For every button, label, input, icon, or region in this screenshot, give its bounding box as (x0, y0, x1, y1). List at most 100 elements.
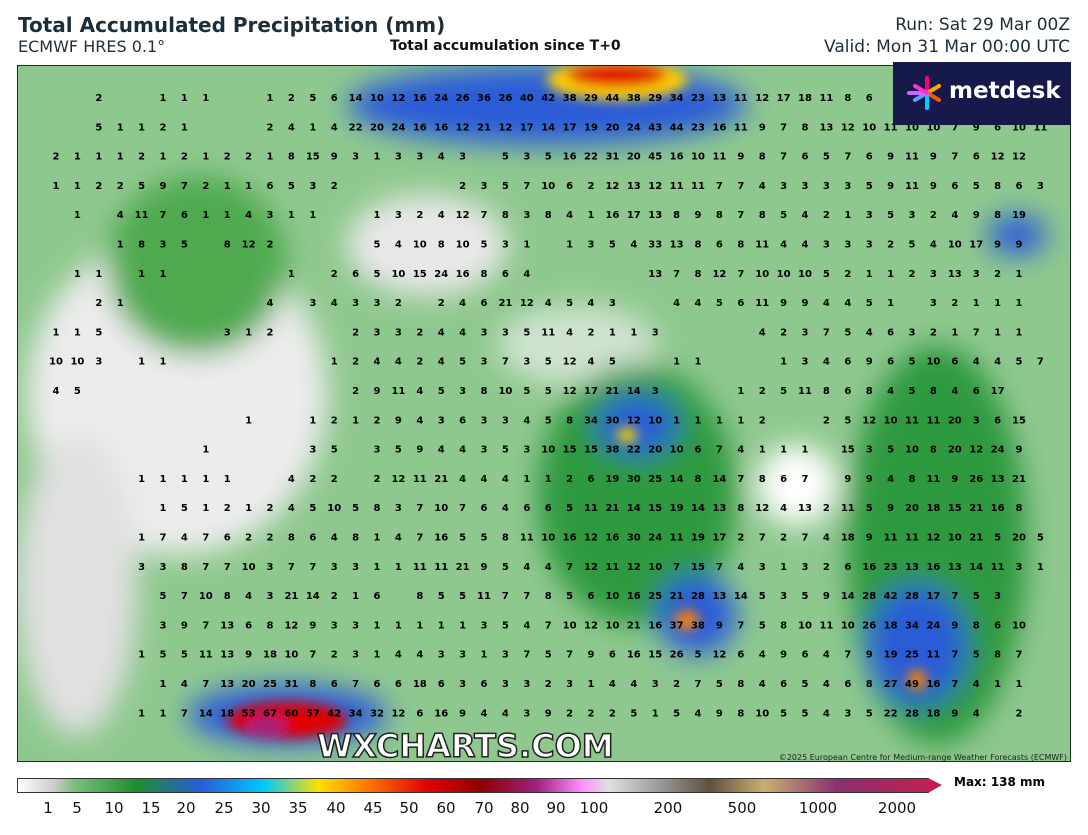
value-label: 5 (887, 210, 894, 221)
value-label: 7 (673, 269, 680, 280)
value-label: 10 (1012, 620, 1026, 631)
value-label: 8 (545, 210, 552, 221)
value-label: 67 (263, 708, 277, 719)
value-label: 7 (802, 474, 809, 485)
value-label: 4 (288, 122, 295, 133)
value-label: 2 (994, 269, 1001, 280)
value-label: 2 (267, 533, 274, 544)
value-label: 12 (584, 533, 598, 544)
value-label: 18 (263, 650, 277, 661)
value-label: 2 (267, 503, 274, 514)
value-label: 4 (673, 298, 680, 309)
value-label: 11 (905, 415, 919, 426)
value-label: 2 (823, 503, 830, 514)
value-label: 4 (588, 357, 595, 368)
value-label: 7 (181, 181, 188, 192)
value-label: 24 (434, 269, 448, 280)
value-label: 2 (374, 474, 381, 485)
value-label: 15 (1012, 415, 1026, 426)
value-label: 20 (648, 445, 662, 456)
value-label: 2 (95, 298, 102, 309)
value-label: 1 (202, 503, 209, 514)
value-label: 10 (284, 650, 298, 661)
value-label: 1 (117, 240, 124, 251)
value-label: 3 (395, 503, 402, 514)
value-label: 3 (994, 591, 1001, 602)
value-label: 9 (716, 708, 723, 719)
value-label: 17 (991, 386, 1005, 397)
value-label: 5 (909, 357, 916, 368)
value-label: 1 (994, 679, 1001, 690)
value-label: 1 (780, 357, 787, 368)
value-label: 11 (520, 533, 534, 544)
value-label: 16 (926, 679, 940, 690)
value-label: 1 (780, 445, 787, 456)
value-label: 6 (352, 269, 359, 280)
value-label: 21 (434, 474, 448, 485)
value-label: 17 (926, 591, 940, 602)
value-label: 9 (994, 240, 1001, 251)
value-label: 1 (352, 415, 359, 426)
value-label: 8 (224, 591, 231, 602)
value-label: 7 (673, 562, 680, 573)
value-label: 7 (780, 122, 787, 133)
value-label: 4 (545, 298, 552, 309)
value-label: 3 (523, 679, 530, 690)
value-label: 4 (523, 269, 530, 280)
value-label: 12 (391, 708, 405, 719)
value-label: 1 (374, 562, 381, 573)
value-label: 9 (459, 708, 466, 719)
value-label: 6 (973, 152, 980, 163)
value-label: 16 (627, 591, 641, 602)
value-label: 26 (670, 650, 684, 661)
value-label: 11 (477, 591, 491, 602)
value-label: 7 (202, 533, 209, 544)
value-label: 2 (352, 386, 359, 397)
value-label: 7 (566, 650, 573, 661)
colorbar-tick-label: 100 (579, 799, 609, 817)
value-label: 9 (866, 650, 873, 661)
value-label: 9 (951, 620, 958, 631)
value-label: 12 (498, 122, 512, 133)
value-label: 4 (331, 122, 338, 133)
value-label: 5 (181, 503, 188, 514)
value-label: 23 (691, 122, 705, 133)
value-label: 21 (477, 122, 491, 133)
value-label: 1 (160, 503, 167, 514)
value-label: 8 (866, 679, 873, 690)
value-label: 3 (844, 708, 851, 719)
value-label: 5 (352, 503, 359, 514)
value-label: 12 (969, 445, 983, 456)
value-label: 9 (737, 152, 744, 163)
value-label: 18 (841, 533, 855, 544)
value-label: 19 (884, 650, 898, 661)
colorbar-tick-label: 10 (104, 799, 124, 817)
value-label: 4 (331, 533, 338, 544)
value-label: 14 (841, 591, 855, 602)
value-label: 3 (802, 327, 809, 338)
value-label: 11 (755, 240, 769, 251)
value-label: 5 (545, 415, 552, 426)
value-label: 15 (648, 503, 662, 514)
value-label: 21 (605, 503, 619, 514)
value-label: 5 (502, 181, 509, 192)
value-label: 1 (459, 620, 466, 631)
value-label: 6 (994, 122, 1001, 133)
value-label: 1 (374, 533, 381, 544)
value-label: 34 (584, 415, 598, 426)
value-label: 7 (416, 533, 423, 544)
value-label: 18 (926, 708, 940, 719)
value-label: 4 (866, 327, 873, 338)
value-label: 2 (288, 93, 295, 104)
value-label: 25 (905, 650, 919, 661)
value-label: 7 (951, 679, 958, 690)
value-label: 30 (627, 533, 641, 544)
value-label: 6 (844, 386, 851, 397)
value-label: 1 (630, 327, 637, 338)
value-label: 10 (391, 269, 405, 280)
value-label: 9 (887, 181, 894, 192)
value-label: 7 (202, 679, 209, 690)
value-label: 24 (991, 445, 1005, 456)
value-label: 5 (759, 620, 766, 631)
value-label: 5 (973, 181, 980, 192)
